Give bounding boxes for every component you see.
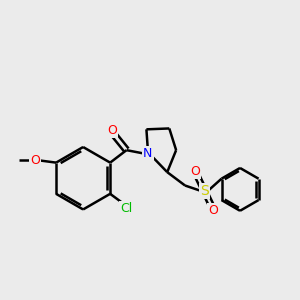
Text: O: O [208, 204, 218, 217]
Text: S: S [200, 184, 209, 198]
Text: O: O [190, 165, 200, 178]
Text: O: O [108, 124, 118, 137]
Text: O: O [30, 154, 40, 167]
Text: Cl: Cl [120, 202, 133, 214]
Text: N: N [143, 147, 153, 160]
